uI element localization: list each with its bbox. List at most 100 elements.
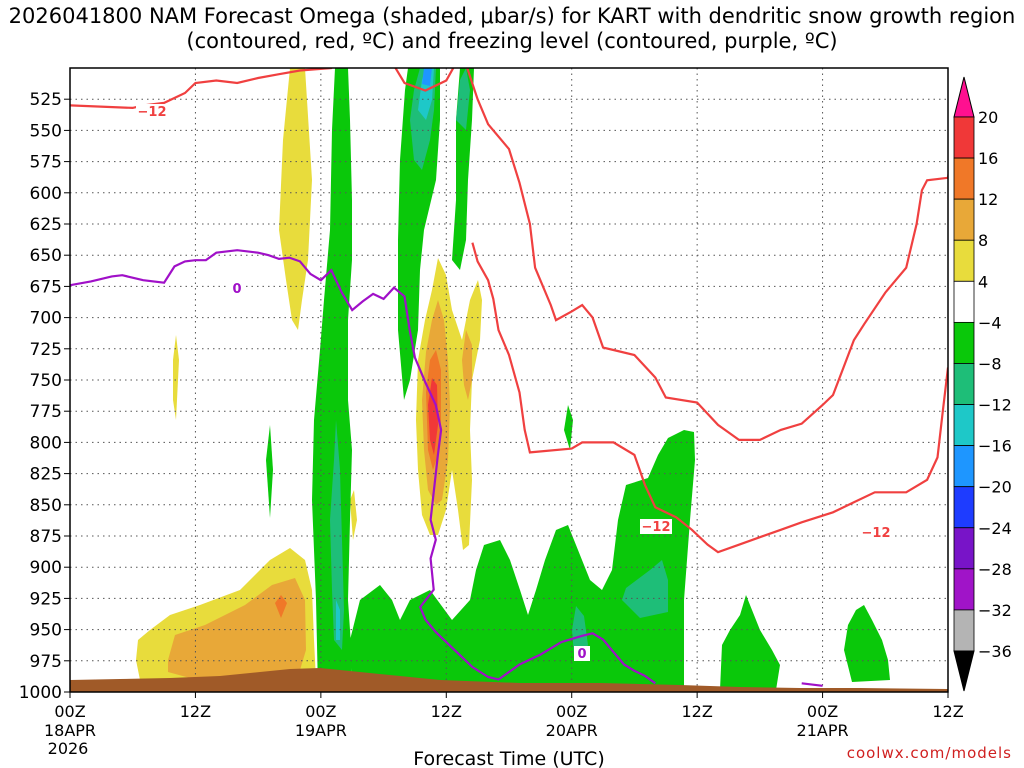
omega-plume-orange2 <box>462 330 472 400</box>
omega-negative-small <box>564 405 573 450</box>
y-tick-label-775: 775 <box>30 402 62 422</box>
colorbar-label-10: −24 <box>978 519 1012 538</box>
chart-title: 2026041800 NAM Forecast Omega (shaded, μ… <box>8 4 1016 53</box>
colorbar-swatch-8 <box>953 445 975 488</box>
y-tick-label-675: 675 <box>30 277 62 297</box>
freezing-level-contour <box>70 249 656 685</box>
omega-negative-low-teal <box>622 560 668 618</box>
terrain <box>70 668 948 692</box>
colorbar-swatch-1 <box>953 157 975 200</box>
colorbar-swatch-6 <box>953 363 975 405</box>
colorbar-label-11: −28 <box>978 560 1012 579</box>
y-tick-label-525: 525 <box>30 90 62 110</box>
credit-text: coolwx.com/models <box>846 744 1012 762</box>
y-tick-label-550: 550 <box>30 121 62 141</box>
omega-blue-core-b <box>422 68 432 86</box>
colorbar-label-3: 8 <box>978 231 988 250</box>
y-tick-label-975: 975 <box>30 652 62 672</box>
omega-teal-column-c <box>456 68 470 130</box>
omega-positive-upper-column <box>279 68 312 330</box>
colorbar-swatch-9 <box>953 486 975 529</box>
y-tick-label-600: 600 <box>30 184 62 204</box>
dgz-lower-contour <box>471 242 948 554</box>
y-tick-label-750: 750 <box>30 371 62 391</box>
contour-labels: −12 −12 −12 0 0 <box>136 104 892 662</box>
y-tick-label-950: 950 <box>30 621 62 641</box>
omega-shading <box>136 68 890 690</box>
omega-positive-low-core <box>168 578 306 678</box>
contours <box>70 68 948 687</box>
colorbar-top-arrow <box>953 76 975 118</box>
y-tick-label-900: 900 <box>30 558 62 578</box>
y-tick-label-875: 875 <box>30 527 62 547</box>
x-tick-year-0: 2026 <box>48 739 89 758</box>
y-tick-label-850: 850 <box>30 496 62 516</box>
omega-negative-blob-b <box>844 605 890 682</box>
omega-teal-column-a <box>330 420 344 650</box>
colorbar-label-8: −16 <box>978 437 1012 456</box>
colorbar-swatch-3 <box>953 239 975 282</box>
x-tick-label-0: 00Z <box>54 702 85 721</box>
colorbar-label-9: −20 <box>978 478 1012 497</box>
x-tick-label-2: 00Z <box>305 702 336 721</box>
omega-negative-low-band <box>350 430 695 690</box>
x-tick-label-1: 12Z <box>180 702 211 721</box>
dgz-label-2: −12 <box>642 520 671 535</box>
dgz-label-1: −12 <box>138 105 167 120</box>
x-tick-date-6: 21APR <box>797 721 849 740</box>
x-tick-label-6: 00Z <box>807 702 838 721</box>
y-tick-label-575: 575 <box>30 153 62 173</box>
colorbar-label-2: 12 <box>978 190 998 209</box>
colorbar-label-6: −8 <box>978 354 1002 373</box>
y-tick-label-625: 625 <box>30 215 62 235</box>
colorbar-swatch-12 <box>953 609 975 652</box>
colorbar-label-4: 4 <box>978 272 988 291</box>
colorbar-swatch-2 <box>953 198 975 241</box>
omega-positive-sliver-mid <box>350 490 357 540</box>
omega-negative-sliver <box>266 425 273 518</box>
omega-max-low-core <box>275 595 287 618</box>
x-tick-label-5: 12Z <box>681 702 712 721</box>
omega-positive-sliver-left <box>173 335 179 420</box>
colorbar-label-1: 16 <box>978 149 998 168</box>
colorbar-swatch-11 <box>953 568 975 611</box>
y-tick-label-650: 650 <box>30 246 62 266</box>
y-tick-label-1000: 1000 <box>19 683 62 703</box>
omega-negative-blob-a <box>720 595 780 690</box>
colorbar-label-13: −36 <box>978 642 1012 661</box>
colorbar-label-0: 20 <box>978 108 998 127</box>
colorbar-swatch-5 <box>953 321 975 364</box>
freezing-label-1: 0 <box>232 282 241 297</box>
y-tick-label-700: 700 <box>30 309 62 329</box>
colorbar: 20 16 12 8 4 −4 −8 −12 −16 −20 −24 −28 −32 −36 <box>953 76 1012 692</box>
dgz-upper-contour <box>70 68 948 441</box>
y-tick-label-925: 925 <box>30 589 62 609</box>
y-tick-label-800: 800 <box>30 433 62 453</box>
omega-cyan-core-a <box>336 600 340 640</box>
colorbar-swatch-10 <box>953 527 975 570</box>
x-tick-label-3: 12Z <box>431 702 462 721</box>
colorbar-label-7: −12 <box>978 396 1012 415</box>
omega-plume-max <box>428 378 438 455</box>
x-tick-date-4: 20APR <box>546 721 598 740</box>
omega-negative-column-a <box>312 68 352 690</box>
x-tick-label-4: 00Z <box>556 702 587 721</box>
freezing-level-contour-2 <box>801 682 823 687</box>
colorbar-label-12: −32 <box>978 601 1012 620</box>
colorbar-swatch-0 <box>953 116 975 159</box>
x-tick-date-2: 19APR <box>295 721 347 740</box>
y-tick-label-725: 725 <box>30 340 62 360</box>
colorbar-swatch-7 <box>953 404 975 447</box>
x-tick-date-0: 18APR <box>44 721 96 740</box>
x-axis-title: Forecast Time (UTC) <box>413 748 604 768</box>
colorbar-bottom-arrow <box>953 650 975 692</box>
chart-gridlines <box>70 68 948 692</box>
y-axis: 525 550 575 600 625 650 675 700 725 750 775 800 825 8… <box>19 90 70 703</box>
freezing-label-2: 0 <box>577 647 586 662</box>
x-tick-label-7: 12Z <box>932 702 963 721</box>
dgz-label-3: −12 <box>862 526 891 541</box>
y-tick-label-825: 825 <box>30 465 62 485</box>
colorbar-label-5: −4 <box>978 313 1002 332</box>
